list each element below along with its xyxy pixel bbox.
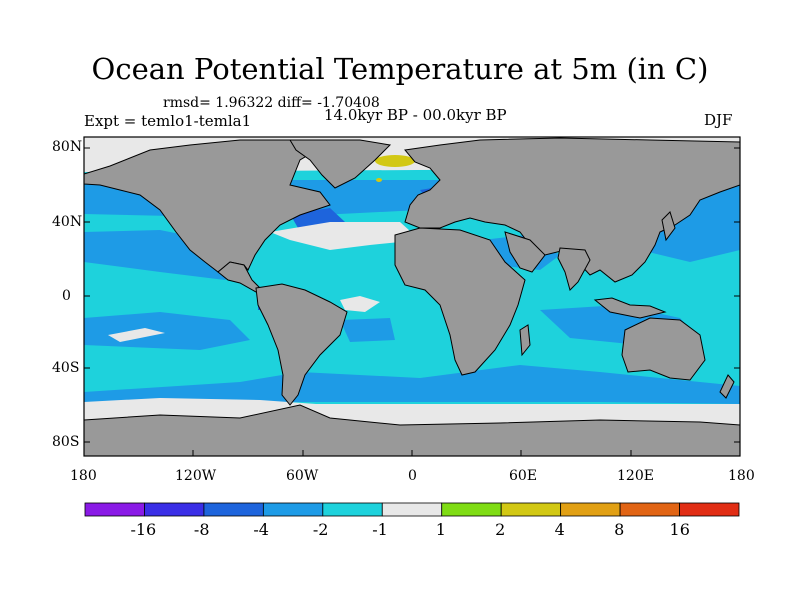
lat-label-80n: 80N — [52, 139, 83, 155]
lon-label-180e: 180 — [728, 468, 755, 484]
plot-title: Ocean Potential Temperature at 5m (in C) — [91, 52, 709, 86]
colorbar-box-7 — [500, 502, 562, 517]
indonesia — [593, 297, 667, 319]
south-america — [255, 283, 348, 406]
lon-label-60w: 60W — [286, 468, 319, 484]
lat-label-0: 0 — [62, 288, 71, 304]
stats-text: rmsd= 1.96322 diff= -1.70408 — [163, 95, 380, 111]
new-zealand — [719, 374, 735, 399]
land-masses — [84, 137, 740, 456]
colorbar-label: -2 — [312, 520, 329, 539]
greenland — [289, 139, 392, 189]
colorbar-label: 8 — [614, 520, 625, 539]
lon-label-60e: 60E — [509, 468, 538, 484]
colorbar-box-4 — [322, 502, 383, 517]
madagascar — [519, 324, 531, 357]
colorbar-label: -16 — [130, 520, 157, 539]
map-border — [83, 136, 741, 457]
map-plot-area — [84, 137, 740, 456]
colorbar — [84, 502, 740, 517]
colorbar-box-9 — [619, 502, 680, 517]
arabia — [504, 231, 546, 273]
map-ticks — [84, 147, 740, 456]
colorbar-label: 2 — [495, 520, 506, 539]
experiment-label: Expt = temlo1-temla1 — [84, 112, 252, 130]
colorbar-box-6 — [441, 502, 502, 517]
colorbar-box-0 — [84, 502, 145, 517]
warm-anomaly — [375, 155, 415, 182]
colorbar-label: 4 — [554, 520, 565, 539]
africa — [394, 227, 526, 376]
lon-label-180w: 180 — [70, 468, 97, 484]
lat-label-40s: 40S — [52, 360, 80, 376]
colorbar-label: 16 — [669, 520, 690, 539]
antarctica — [84, 404, 740, 456]
colorbar-box-1 — [144, 502, 205, 517]
lat-label-80s: 80S — [52, 434, 80, 450]
colorbar-box-2 — [203, 502, 264, 517]
japan — [661, 211, 676, 242]
lon-label-120w: 120W — [175, 468, 217, 484]
lon-label-120e: 120E — [617, 468, 654, 484]
colorbar-box-5 — [381, 502, 443, 517]
colorbar-box-10 — [679, 502, 740, 517]
colorbar-label: -4 — [253, 520, 269, 539]
colorbar-label: -8 — [193, 520, 210, 539]
colorbar-label: -1 — [372, 520, 388, 539]
season-label: DJF — [704, 111, 733, 129]
period-label: 14.0kyr BP - 00.0kyr BP — [324, 106, 507, 124]
north-america — [84, 139, 331, 273]
lat-label-40n: 40N — [52, 214, 83, 230]
india — [557, 247, 591, 291]
colorbar-label: 1 — [435, 520, 446, 539]
colorbar-box-3 — [262, 502, 324, 517]
australia — [621, 317, 706, 381]
colorbar-box-8 — [560, 502, 621, 517]
lon-label-0: 0 — [408, 468, 417, 484]
